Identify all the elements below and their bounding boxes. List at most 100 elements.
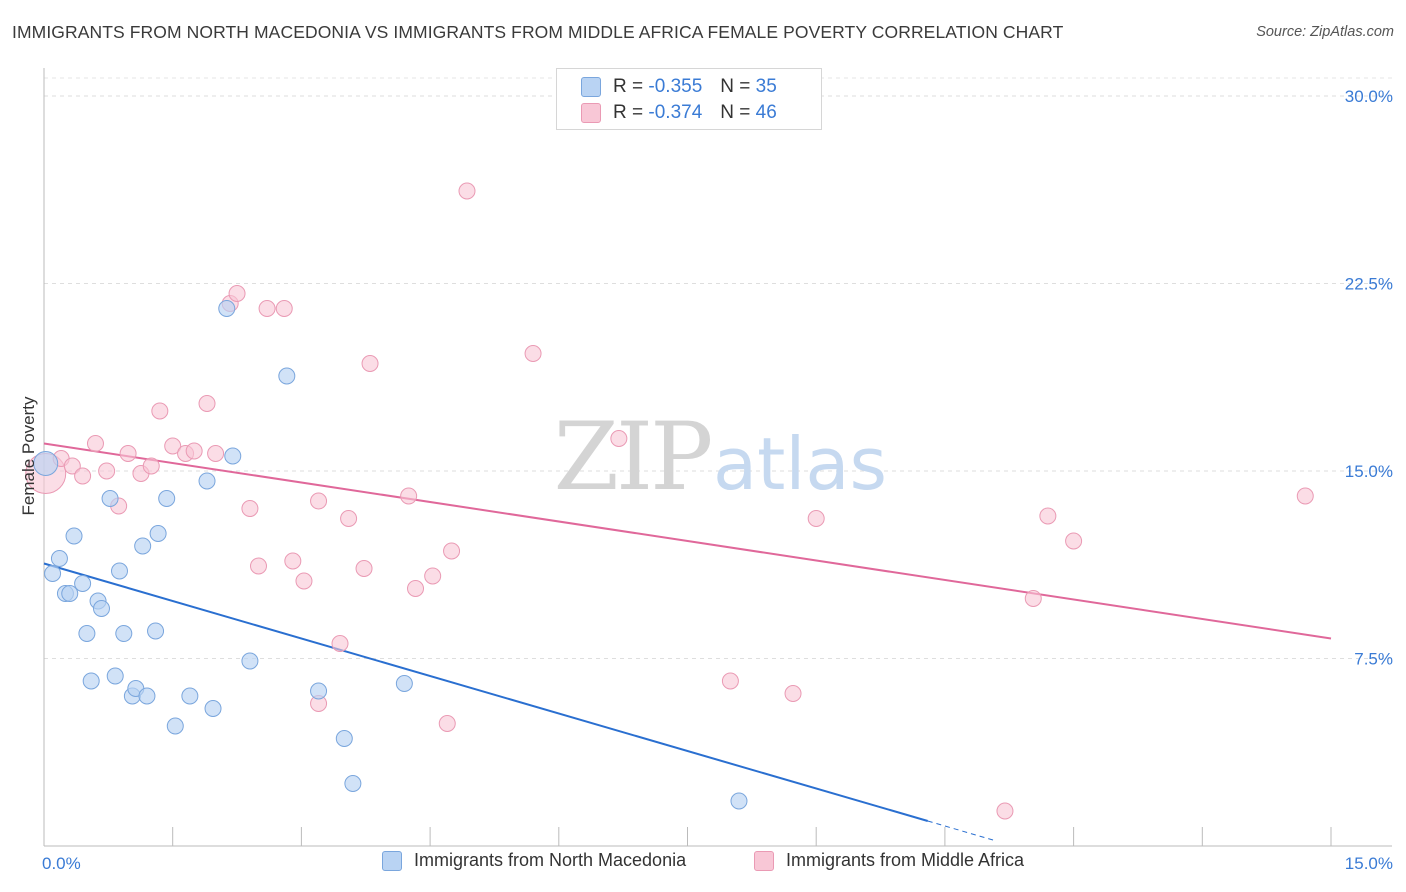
data-point-middle-africa xyxy=(361,355,379,372)
data-point-middle-africa xyxy=(1296,487,1314,505)
data-point-north-macedonia xyxy=(61,585,79,602)
x-tick-label: 15.0% xyxy=(1345,854,1393,873)
data-point-middle-africa xyxy=(996,802,1014,820)
data-point-middle-africa xyxy=(524,345,542,362)
data-point-north-macedonia xyxy=(204,700,222,717)
x-tick-label: 0.0% xyxy=(42,854,81,873)
data-point-north-macedonia xyxy=(92,600,110,617)
data-point-north-macedonia xyxy=(344,775,362,792)
data-point-middle-africa xyxy=(98,462,116,480)
data-point-middle-africa xyxy=(74,467,92,485)
data-point-north-macedonia xyxy=(335,730,353,747)
data-point-middle-africa xyxy=(331,635,349,652)
data-point-middle-africa xyxy=(458,182,476,200)
data-point-middle-africa xyxy=(1039,507,1057,525)
n-label: N = xyxy=(720,102,751,123)
data-point-middle-africa xyxy=(185,442,203,460)
grid-lines xyxy=(44,77,1392,659)
data-point-north-macedonia xyxy=(149,525,167,542)
legend-label: Immigrants from North Macedonia xyxy=(414,850,687,870)
data-point-middle-africa xyxy=(407,580,425,597)
trend-lines xyxy=(43,442,1332,842)
data-point-north-macedonia xyxy=(730,792,748,810)
n-label: N = xyxy=(720,76,751,97)
data-point-middle-africa xyxy=(250,557,267,575)
data-point-north-macedonia xyxy=(241,652,259,670)
chart-title: IMMIGRANTS FROM NORTH MACEDONIA VS IMMIG… xyxy=(12,22,1064,42)
legend-swatch-pink xyxy=(581,103,601,123)
data-point-middle-africa xyxy=(438,715,456,732)
data-point-middle-africa xyxy=(340,510,358,527)
axis-labels: 7.5% 15.0% 22.5% 30.0% 0.0% 15.0% Female Pover… xyxy=(19,87,1393,873)
data-point-middle-africa xyxy=(610,430,628,447)
data-point-north-macedonia xyxy=(78,625,96,642)
data-point-north-macedonia xyxy=(134,537,152,555)
data-point-north-macedonia xyxy=(101,490,119,507)
data-point-north-macedonia xyxy=(147,622,165,640)
watermark-zip: ZIP xyxy=(554,403,711,512)
data-point-north-macedonia xyxy=(74,575,92,592)
data-point-north-macedonia xyxy=(111,562,129,580)
legend-label: Immigrants from Middle Africa xyxy=(786,850,1025,870)
data-point-middle-africa xyxy=(355,560,373,577)
data-point-middle-africa xyxy=(142,457,160,475)
data-point-north-macedonia xyxy=(33,451,59,476)
data-point-middle-africa xyxy=(151,402,169,420)
y-tick-label: 7.5% xyxy=(1354,650,1393,669)
data-point-middle-africa xyxy=(721,672,739,690)
data-point-middle-africa xyxy=(424,567,442,585)
data-point-north-macedonia xyxy=(224,447,242,465)
data-point-north-macedonia xyxy=(166,717,184,735)
data-point-middle-africa xyxy=(207,445,225,462)
legend-stat-row-north-macedonia: R = -0.355 N = 35 xyxy=(581,74,777,100)
trend-line-middle-africa xyxy=(43,442,1332,640)
r-value: -0.374 xyxy=(648,102,703,123)
y-tick-label: 30.0% xyxy=(1345,87,1393,106)
legend-stat-row-middle-africa: R = -0.374 N = 46 xyxy=(581,100,777,126)
data-point-north-macedonia xyxy=(82,672,100,690)
data-point-middle-africa xyxy=(284,552,302,570)
y-tick-label: 22.5% xyxy=(1345,275,1393,294)
data-point-middle-africa xyxy=(241,500,259,517)
data-point-middle-africa xyxy=(275,300,293,317)
data-point-north-macedonia xyxy=(218,300,236,317)
correlation-legend: R = -0.355 N = 35 R = -0.374 N = 46 xyxy=(556,68,822,130)
watermark: ZIP atlas xyxy=(554,403,887,512)
data-point-north-macedonia xyxy=(278,367,296,385)
r-value: -0.355 xyxy=(648,76,703,97)
data-point-north-macedonia xyxy=(181,687,199,705)
data-point-north-macedonia xyxy=(106,667,124,685)
y-axis-title: Female Poverty xyxy=(19,396,38,516)
data-point-middle-africa xyxy=(63,457,81,475)
n-value: 35 xyxy=(755,76,777,97)
data-point-middle-africa xyxy=(119,445,137,462)
data-point-middle-africa xyxy=(784,685,802,702)
series-legend: Immigrants from North Macedonia Immigran… xyxy=(0,850,1406,878)
r-label: R = xyxy=(613,76,644,97)
data-point-middle-africa xyxy=(258,300,276,317)
watermark-atlas: atlas xyxy=(713,422,887,506)
legend-swatch-blue xyxy=(382,850,402,871)
data-point-north-macedonia xyxy=(44,565,62,582)
data-point-middle-africa xyxy=(807,510,825,527)
data-point-north-macedonia xyxy=(50,550,68,567)
data-point-middle-africa xyxy=(1065,532,1083,550)
data-point-north-macedonia xyxy=(138,687,156,705)
data-point-north-macedonia xyxy=(65,527,83,545)
legend-item-north-macedonia: Immigrants from North Macedonia xyxy=(382,850,686,871)
data-point-north-macedonia xyxy=(115,625,133,642)
legend-item-middle-africa: Immigrants from Middle Africa xyxy=(754,850,1024,871)
data-point-middle-africa xyxy=(310,492,328,510)
data-point-north-macedonia xyxy=(395,675,413,692)
data-points xyxy=(25,182,1314,820)
data-point-middle-africa xyxy=(198,395,216,412)
y-tick-label: 15.0% xyxy=(1345,462,1393,481)
data-point-north-macedonia xyxy=(198,472,216,490)
data-point-middle-africa xyxy=(443,542,461,560)
data-point-north-macedonia xyxy=(310,682,328,700)
data-point-middle-africa xyxy=(86,435,104,452)
data-point-middle-africa xyxy=(228,285,246,302)
data-point-middle-africa xyxy=(295,572,313,590)
trend-line-extension xyxy=(927,820,997,842)
